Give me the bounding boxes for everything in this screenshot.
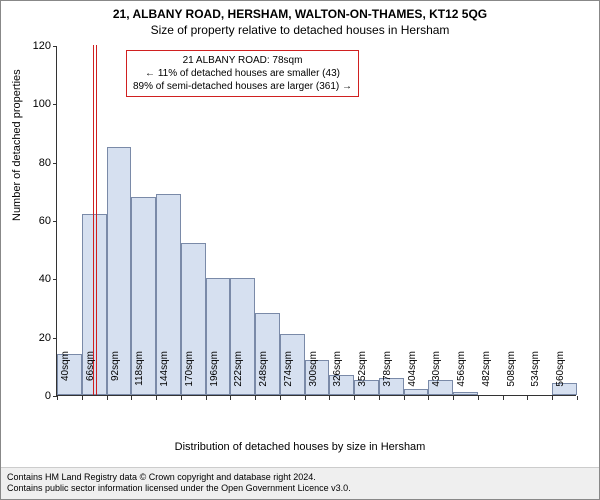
x-tick-mark — [527, 396, 528, 400]
x-tick-label: 66sqm — [85, 351, 96, 401]
x-tick-mark — [107, 396, 108, 400]
property-marker-line — [93, 45, 94, 395]
chart-title-address: 21, ALBANY ROAD, HERSHAM, WALTON-ON-THAM… — [1, 1, 599, 21]
x-tick-mark — [329, 396, 330, 400]
annotation-line3: 89% of semi-detached houses are larger (… — [133, 80, 352, 93]
x-tick-mark — [503, 396, 504, 400]
x-tick-mark — [280, 396, 281, 400]
y-tick-mark — [53, 279, 57, 280]
x-tick-label: 144sqm — [159, 351, 170, 401]
x-tick-label: 378sqm — [382, 351, 393, 401]
annotation-line2: ← 11% of detached houses are smaller (43… — [133, 67, 352, 80]
x-tick-label: 326sqm — [332, 351, 343, 401]
x-tick-mark — [206, 396, 207, 400]
x-tick-mark — [478, 396, 479, 400]
x-tick-mark — [82, 396, 83, 400]
x-tick-label: 118sqm — [134, 351, 145, 401]
y-tick-label: 100 — [11, 98, 51, 110]
x-tick-label: 274sqm — [283, 351, 294, 401]
x-tick-label: 430sqm — [431, 351, 442, 401]
y-tick-label: 60 — [11, 215, 51, 227]
x-tick-mark — [230, 396, 231, 400]
y-tick-label: 40 — [11, 273, 51, 285]
y-tick-label: 0 — [11, 390, 51, 402]
y-axis-label: Number of detached properties — [11, 69, 23, 221]
x-tick-mark — [552, 396, 553, 400]
x-tick-label: 222sqm — [233, 351, 244, 401]
plot-region: 40sqm66sqm92sqm118sqm144sqm170sqm196sqm2… — [56, 46, 576, 396]
y-tick-mark — [53, 104, 57, 105]
footer-line1: Contains HM Land Registry data © Crown c… — [7, 472, 593, 484]
x-tick-label: 482sqm — [481, 351, 492, 401]
property-marker-line — [96, 45, 97, 395]
x-tick-label: 508sqm — [506, 351, 517, 401]
x-tick-mark — [131, 396, 132, 400]
x-tick-label: 404sqm — [407, 351, 418, 401]
y-tick-label: 20 — [11, 332, 51, 344]
x-axis-label: Distribution of detached houses by size … — [1, 441, 599, 453]
chart-container: 21, ALBANY ROAD, HERSHAM, WALTON-ON-THAM… — [0, 0, 600, 500]
y-tick-mark — [53, 338, 57, 339]
y-tick-mark — [53, 163, 57, 164]
x-tick-label: 170sqm — [184, 351, 195, 401]
y-tick-mark — [53, 221, 57, 222]
x-tick-mark — [379, 396, 380, 400]
chart-subtitle: Size of property relative to detached ho… — [1, 21, 599, 37]
x-tick-mark — [453, 396, 454, 400]
x-tick-label: 248sqm — [258, 351, 269, 401]
x-tick-label: 92sqm — [110, 351, 121, 401]
x-tick-label: 352sqm — [357, 351, 368, 401]
footer-line2: Contains public sector information licen… — [7, 483, 593, 495]
x-tick-mark — [305, 396, 306, 400]
x-tick-mark — [156, 396, 157, 400]
x-tick-label: 196sqm — [209, 351, 220, 401]
y-tick-label: 120 — [11, 40, 51, 52]
chart-area: 40sqm66sqm92sqm118sqm144sqm170sqm196sqm2… — [56, 46, 576, 396]
x-tick-mark — [181, 396, 182, 400]
x-tick-mark — [255, 396, 256, 400]
y-tick-label: 80 — [11, 157, 51, 169]
x-tick-mark — [428, 396, 429, 400]
x-tick-label: 40sqm — [60, 351, 71, 401]
annotation-box: 21 ALBANY ROAD: 78sqm ← 11% of detached … — [126, 50, 359, 97]
x-tick-label: 534sqm — [530, 351, 541, 401]
x-tick-label: 456sqm — [456, 351, 467, 401]
x-tick-mark — [577, 396, 578, 400]
x-tick-mark — [354, 396, 355, 400]
footer-attribution: Contains HM Land Registry data © Crown c… — [1, 467, 599, 499]
y-tick-mark — [53, 46, 57, 47]
annotation-line1: 21 ALBANY ROAD: 78sqm — [133, 54, 352, 67]
x-tick-label: 300sqm — [308, 351, 319, 401]
x-tick-mark — [404, 396, 405, 400]
x-tick-label: 560sqm — [555, 351, 566, 401]
x-tick-mark — [57, 396, 58, 400]
